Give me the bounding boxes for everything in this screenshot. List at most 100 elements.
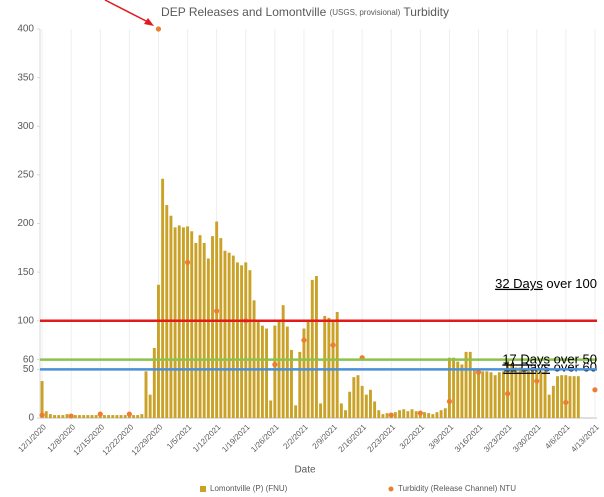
bar: [369, 389, 372, 418]
pointer-arrow: [104, 0, 151, 24]
bar: [44, 411, 48, 418]
bar: [144, 371, 148, 418]
bar: [431, 414, 435, 418]
bar: [414, 411, 418, 418]
bar: [456, 361, 460, 418]
title-part: Turbidity: [400, 5, 449, 19]
bar: [285, 326, 289, 418]
x-tick-label: 2/9/2021: [311, 422, 340, 451]
bar: [211, 236, 214, 418]
bar: [568, 376, 572, 418]
bar: [269, 400, 273, 418]
threshold-label: 11 Days over 60: [503, 360, 597, 375]
bar: [460, 364, 464, 418]
point: [563, 399, 569, 406]
bar: [551, 385, 555, 418]
point: [417, 410, 423, 416]
bar: [140, 414, 144, 418]
bar: [115, 415, 119, 418]
bar: [356, 375, 360, 418]
point: [272, 361, 278, 368]
bar: [202, 242, 206, 418]
bar: [173, 227, 177, 418]
bar: [385, 413, 389, 418]
bar: [423, 412, 426, 418]
bar: [57, 415, 61, 418]
x-tick-label: 1/12/2021: [191, 422, 223, 454]
bar: [302, 328, 306, 418]
bar: [364, 394, 368, 418]
bar: [410, 409, 414, 418]
x-tick-label: 3/16/2021: [453, 422, 485, 454]
x-tick-label: 3/23/2021: [482, 422, 514, 454]
threshold-label: 17 Days over 50: [502, 352, 597, 367]
bar: [506, 359, 510, 418]
bar: [427, 413, 431, 418]
x-tick-label: 3/9/2021: [427, 422, 456, 451]
bar: [290, 349, 293, 418]
threshold-label-text: over 50: [550, 352, 597, 367]
bar: [339, 403, 343, 418]
bar: [485, 371, 489, 418]
bar: [314, 276, 318, 418]
point: [301, 337, 307, 343]
legend-swatch: [200, 486, 206, 492]
y-tick-label: 0: [28, 413, 34, 424]
threshold-label: 32 Days over 100: [495, 276, 597, 291]
bar: [576, 376, 580, 418]
bar: [90, 415, 94, 418]
bar: [265, 328, 268, 418]
point: [68, 413, 74, 419]
bar: [352, 377, 356, 418]
legend-label: Lomontville (P) (FNU): [210, 484, 288, 493]
bar: [240, 265, 244, 418]
bar: [439, 410, 443, 418]
point: [475, 369, 482, 375]
pointer-arrow-head: [144, 18, 154, 26]
bar: [40, 381, 44, 418]
bar: [61, 415, 65, 418]
bar: [406, 411, 410, 418]
point: [592, 387, 598, 393]
bar: [556, 376, 559, 418]
threshold-label-text: over 100: [543, 276, 597, 291]
bar: [281, 305, 285, 418]
bar: [560, 375, 564, 418]
bar: [165, 205, 169, 418]
x-tick-label: 4/13/2021: [569, 422, 601, 454]
point: [126, 411, 132, 417]
point: [388, 412, 394, 418]
bar: [152, 347, 156, 418]
bar: [65, 414, 69, 418]
bar: [53, 415, 57, 418]
bar: [447, 357, 451, 418]
point: [155, 26, 162, 32]
bar: [531, 369, 535, 418]
bar: [294, 405, 298, 418]
bar: [244, 262, 248, 418]
bar: [323, 315, 327, 418]
bar: [381, 414, 385, 418]
bar: [348, 391, 352, 418]
bar: [111, 415, 115, 418]
y-tick-label: 250: [17, 170, 34, 181]
bar: [94, 415, 98, 418]
bar: [435, 412, 439, 418]
x-tick-label: 3/30/2021: [511, 422, 543, 454]
bar: [235, 262, 239, 418]
bar: [443, 408, 447, 418]
bar: [539, 371, 543, 418]
bar: [161, 178, 165, 418]
x-tick-label: 12/29/2020: [130, 422, 165, 457]
threshold-label-days: 11 Days: [503, 360, 550, 375]
y-tick-label: 200: [17, 218, 34, 229]
x-tick-label: 4/6/2021: [543, 422, 572, 451]
bar: [86, 415, 90, 418]
point: [446, 398, 453, 405]
legend-label: Turbidity (Release Channel) NTU: [398, 484, 516, 493]
bar: [398, 410, 402, 418]
point: [214, 308, 220, 314]
bar: [190, 231, 194, 418]
bar: [477, 369, 480, 418]
